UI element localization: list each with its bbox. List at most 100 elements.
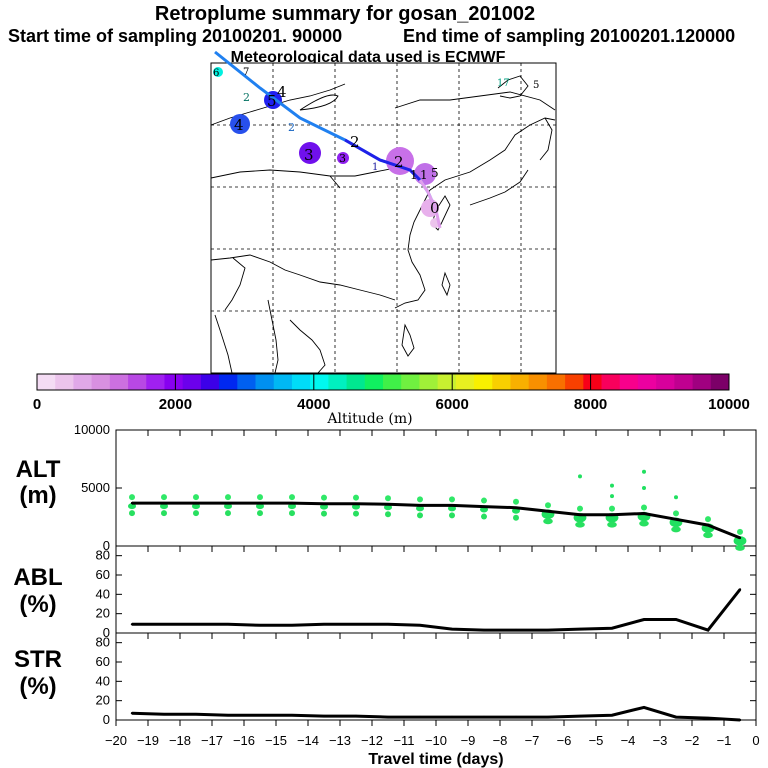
panel-str: STR(%) 0 20 40 60 80	[14, 635, 756, 727]
trajectory-label: 5	[267, 92, 277, 110]
altitude-puff	[161, 510, 167, 517]
colorbar-swatch	[401, 374, 420, 390]
altitude-puff	[225, 510, 231, 517]
panel-ylabel: ABL	[13, 564, 62, 591]
x-tick-label: −10	[425, 733, 447, 748]
colorbar-swatch	[419, 374, 439, 390]
data-point	[546, 510, 550, 513]
colorbar-swatch	[637, 374, 657, 390]
colorbar-swatch	[474, 374, 493, 390]
trajectory-line-near	[418, 179, 442, 229]
data-point	[514, 715, 518, 719]
altitude-puff	[673, 510, 679, 517]
data-point	[354, 714, 358, 718]
y-tick-label: 0	[103, 538, 110, 553]
data-point	[130, 501, 134, 505]
data-point	[738, 718, 742, 722]
altitude-puff	[353, 494, 359, 501]
data-point	[642, 618, 646, 621]
colorbar-tick-label: 10000	[708, 396, 750, 413]
altitude-puff	[289, 494, 295, 501]
data-point	[290, 714, 294, 717]
data-point	[258, 624, 262, 627]
x-tick-label: −17	[201, 733, 223, 748]
data-point	[194, 713, 198, 716]
trajectory-label: 0	[430, 199, 440, 217]
data-point	[706, 628, 710, 632]
map-frame	[210, 62, 557, 374]
data-point	[578, 513, 582, 516]
data-point	[418, 715, 422, 719]
data-point	[226, 501, 230, 505]
altitude-puff	[321, 494, 327, 501]
altitude-puff	[513, 498, 519, 505]
altitude-puff	[674, 495, 678, 500]
x-tick-label: −1	[717, 733, 732, 748]
altitude-puff	[321, 510, 327, 517]
data-point	[642, 706, 646, 709]
colorbar-swatch	[109, 374, 129, 390]
x-tick-label: −12	[361, 733, 383, 748]
trajectory-map: 0 1 1 2 2 3 4 5 2 3 4 6 7 2 5 1 5 17	[210, 50, 557, 374]
trajectory-label: 2	[350, 133, 360, 151]
y-tick-label: 20	[96, 693, 110, 708]
plume-cluster	[230, 114, 250, 134]
x-tick-label: −19	[137, 733, 159, 748]
data-point	[322, 623, 326, 626]
y-tick-label: 80	[96, 635, 110, 650]
x-tick-label: −7	[525, 733, 540, 748]
colorbar-swatch	[73, 374, 93, 390]
data-point	[482, 628, 486, 632]
colorbar-swatch	[455, 374, 475, 390]
colorbar-tick-label: 2000	[159, 396, 192, 413]
data-point	[290, 624, 294, 627]
trajectory-label: 2	[243, 91, 250, 104]
altitude-puff	[449, 512, 455, 519]
trajectory-label: 1	[410, 168, 418, 182]
trajectory-label: 2	[288, 121, 295, 134]
data-point	[290, 501, 294, 505]
altitude-puff	[703, 532, 713, 539]
trajectory-label: 2	[394, 153, 404, 171]
trajectory-line-low	[344, 138, 422, 182]
x-tick-label: −5	[589, 733, 604, 748]
colorbar-swatch	[255, 374, 275, 390]
altitude-puff	[733, 536, 747, 546]
colorbar-swatch	[528, 374, 548, 390]
data-point	[130, 712, 134, 715]
colorbar-swatch	[182, 374, 202, 390]
data-point	[162, 501, 166, 505]
data-point	[546, 715, 550, 719]
colorbar-swatch	[237, 374, 256, 390]
data-point	[354, 623, 358, 626]
figure-title: Retroplume summary for gosan_201002	[155, 3, 535, 25]
series-line-alt	[132, 501, 741, 540]
colorbar-tick-label: 0	[33, 396, 41, 413]
start-time-label: Start time of sampling 20100201. 90000	[8, 26, 342, 46]
met-data-label: Meteorological data used is ECMWF	[231, 49, 506, 66]
data-point	[418, 504, 422, 507]
data-point	[514, 628, 518, 632]
data-point	[706, 716, 710, 720]
plume-cluster	[299, 142, 321, 164]
y-tick-label: 10000	[74, 422, 110, 437]
data-point	[162, 623, 166, 626]
x-tick-label: −15	[265, 733, 287, 748]
altitude-puff	[609, 505, 615, 512]
altitude-puff	[193, 510, 199, 517]
colorbar-swatch	[710, 374, 730, 390]
altitude-puff	[545, 502, 551, 509]
altitude-puff	[417, 512, 423, 519]
trajectory-label: 5	[431, 166, 439, 180]
x-tick-label: −14	[297, 733, 319, 748]
altitude-puff	[449, 496, 455, 503]
altitude-puff	[737, 528, 743, 535]
altitude-puff	[353, 510, 359, 517]
data-point	[194, 501, 198, 505]
altitude-puff	[641, 504, 647, 511]
trajectory-labels: 0 1 1 2 2 3 4 5 2 3 4 6 7 2 5 1 5 17	[213, 67, 539, 217]
x-tick-label: −16	[233, 733, 255, 748]
colorbar-swatch	[346, 374, 366, 390]
trajectory-label: 3	[304, 146, 314, 164]
